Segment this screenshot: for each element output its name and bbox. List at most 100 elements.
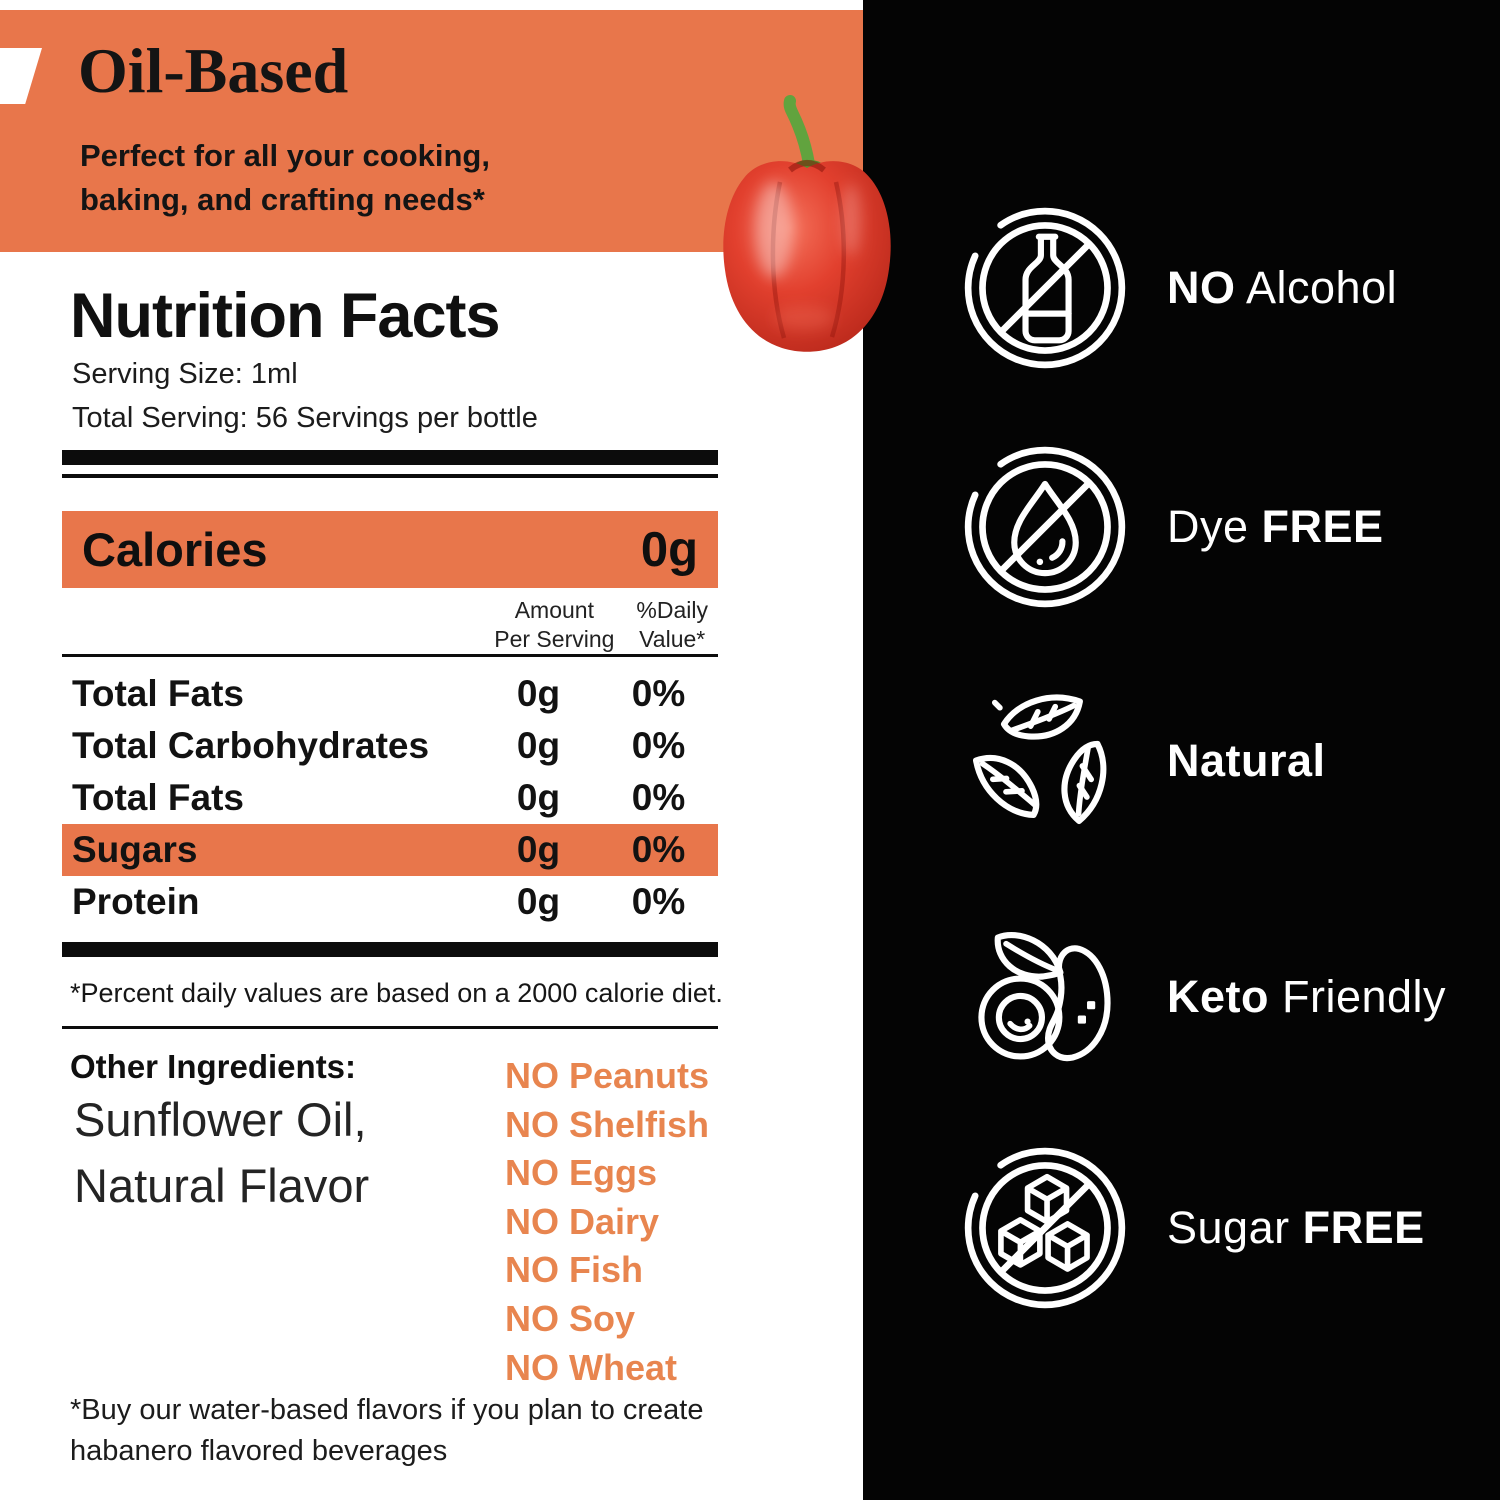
allergen-name: Wheat (559, 1346, 678, 1388)
feature-label-regular: Friendly (1269, 971, 1447, 1022)
row-label: Sugars (72, 829, 198, 870)
list-item: NO Fish (505, 1246, 709, 1295)
table-row: Total Carbohydrates 0g 0% (62, 720, 718, 772)
amount-header-line2: Per Serving (494, 625, 615, 652)
calories-label: Calories (82, 523, 268, 576)
row-daily-value: 0% (631, 829, 686, 870)
page-title: Oil-Based (78, 35, 349, 106)
ingredient-line: Natural Flavor (74, 1159, 370, 1212)
percent-daily-footnote: *Percent daily values are based on a 200… (70, 978, 723, 1008)
footnote-line1: *Buy our water-based flavors if you plan… (70, 1394, 704, 1426)
feature-dye-free: Dye FREE (963, 445, 1384, 609)
daily-header-line2: Value* (639, 625, 706, 652)
feature-label: Natural (1167, 735, 1326, 787)
allergen-name: Peanuts (559, 1055, 710, 1096)
row-label: Total Fats (72, 777, 244, 818)
total-serving: Total Serving: 56 Servings per bottle (72, 402, 538, 434)
feature-label-bold: NO (1167, 262, 1236, 313)
table-row: Total Fats 0g 0% (62, 668, 718, 720)
no-label: NO (505, 1152, 559, 1194)
feature-natural: Natural (963, 679, 1326, 843)
feature-label: Sugar FREE (1167, 1202, 1425, 1254)
list-item: NO Eggs (505, 1149, 709, 1198)
row-amount: 0g (516, 777, 561, 818)
no-label: NO (505, 1055, 559, 1096)
banner-notch (0, 48, 42, 104)
header-subtitle-line1: Perfect for all your cooking, (80, 138, 490, 173)
nutrition-facts-title: Nutrition Facts (70, 281, 501, 351)
nutrition-column-headers: Amount Per Serving %Daily Value* (62, 596, 718, 654)
allergen-name: Dairy (559, 1200, 660, 1242)
feature-label-regular: Sugar (1167, 1202, 1303, 1253)
no-alcohol-icon (964, 207, 1126, 369)
list-item: NO Soy (505, 1295, 709, 1344)
no-label: NO (505, 1249, 559, 1291)
table-row-highlighted: Sugars 0g 0% (62, 824, 718, 876)
row-amount: 0g (516, 829, 561, 870)
feature-label: Keto Friendly (1167, 971, 1446, 1023)
feature-no-alcohol: NO Alcohol (963, 206, 1397, 370)
natural-icon (963, 694, 1127, 843)
feature-label-bold: Natural (1167, 735, 1326, 786)
divider-thick (62, 942, 718, 957)
row-label: Total Fats (72, 673, 244, 714)
list-item: NO Dairy (505, 1198, 709, 1247)
row-amount: 0g (516, 673, 561, 714)
row-label: Protein (72, 881, 200, 922)
row-daily-value: 0% (631, 725, 686, 766)
feature-label-regular: Dye (1167, 501, 1262, 552)
list-item: NO Shelfish (505, 1101, 709, 1150)
daily-value-column-header: %Daily Value* (636, 596, 708, 654)
habanero-pepper-image (723, 95, 891, 352)
feature-label-bold: Keto (1167, 971, 1269, 1022)
allergen-name: Shelfish (559, 1103, 710, 1145)
row-daily-value: 0% (631, 673, 686, 714)
allergen-name: Fish (559, 1249, 644, 1291)
header-banner: Oil-Based Perfect for all your cooking, … (0, 10, 863, 252)
row-daily-value: 0% (631, 777, 686, 818)
header-subtitle: Perfect for all your cooking, baking, an… (80, 134, 490, 222)
row-label: Total Carbohydrates (72, 725, 430, 766)
list-item: NO Peanuts (505, 1052, 709, 1101)
feature-label-bold: FREE (1261, 501, 1384, 552)
divider-thin (62, 1026, 718, 1029)
feature-keto-friendly: Keto Friendly (963, 915, 1446, 1079)
feature-sugar-free: Sugar FREE (963, 1146, 1425, 1310)
divider-thick (62, 450, 718, 465)
feature-label-regular: Alcohol (1235, 262, 1398, 313)
divider-thin (62, 474, 718, 478)
nutrition-table: Total Fats 0g 0% Total Carbohydrates 0g … (62, 668, 718, 928)
feature-label-bold: FREE (1302, 1202, 1425, 1253)
table-row: Protein 0g 0% (62, 876, 718, 928)
calories-row: Calories 0g (62, 511, 718, 588)
sugar-free-icon (964, 1147, 1126, 1309)
allergen-free-list: NO Peanuts NO Shelfish NO Eggs NO Dairy … (505, 1052, 709, 1392)
dye-free-icon (964, 446, 1126, 608)
divider-thin (62, 654, 718, 657)
keto-friendly-icon (978, 932, 1111, 1062)
serving-size: Serving Size: 1ml (72, 358, 298, 390)
list-item: NO Wheat (505, 1344, 709, 1393)
allergen-name: Soy (559, 1297, 636, 1339)
allergen-name: Eggs (559, 1152, 658, 1194)
feature-label: NO Alcohol (1167, 262, 1397, 314)
feature-label: Dye FREE (1167, 501, 1384, 553)
no-label: NO (505, 1346, 559, 1388)
no-label: NO (505, 1200, 559, 1242)
amount-column-header: Amount Per Serving (494, 596, 614, 654)
footnote-line2: habanero flavored beverages (70, 1435, 448, 1468)
other-ingredients-heading: Other Ingredients: (70, 1048, 357, 1085)
row-amount: 0g (516, 881, 561, 922)
ingredient-line: Sunflower Oil, (74, 1093, 367, 1146)
no-label: NO (505, 1297, 559, 1339)
daily-header-line1: %Daily (636, 597, 708, 623)
amount-header-line1: Amount (514, 597, 594, 623)
calories-value: 0g (640, 522, 698, 577)
header-subtitle-line2: baking, and crafting needs* (80, 182, 485, 218)
row-amount: 0g (516, 725, 561, 766)
table-row: Total Fats 0g 0% (62, 772, 718, 824)
row-daily-value: 0% (631, 881, 686, 922)
no-label: NO (505, 1103, 559, 1145)
water-based-footnote: *Buy our water-based flavors if you plan… (70, 1390, 704, 1472)
